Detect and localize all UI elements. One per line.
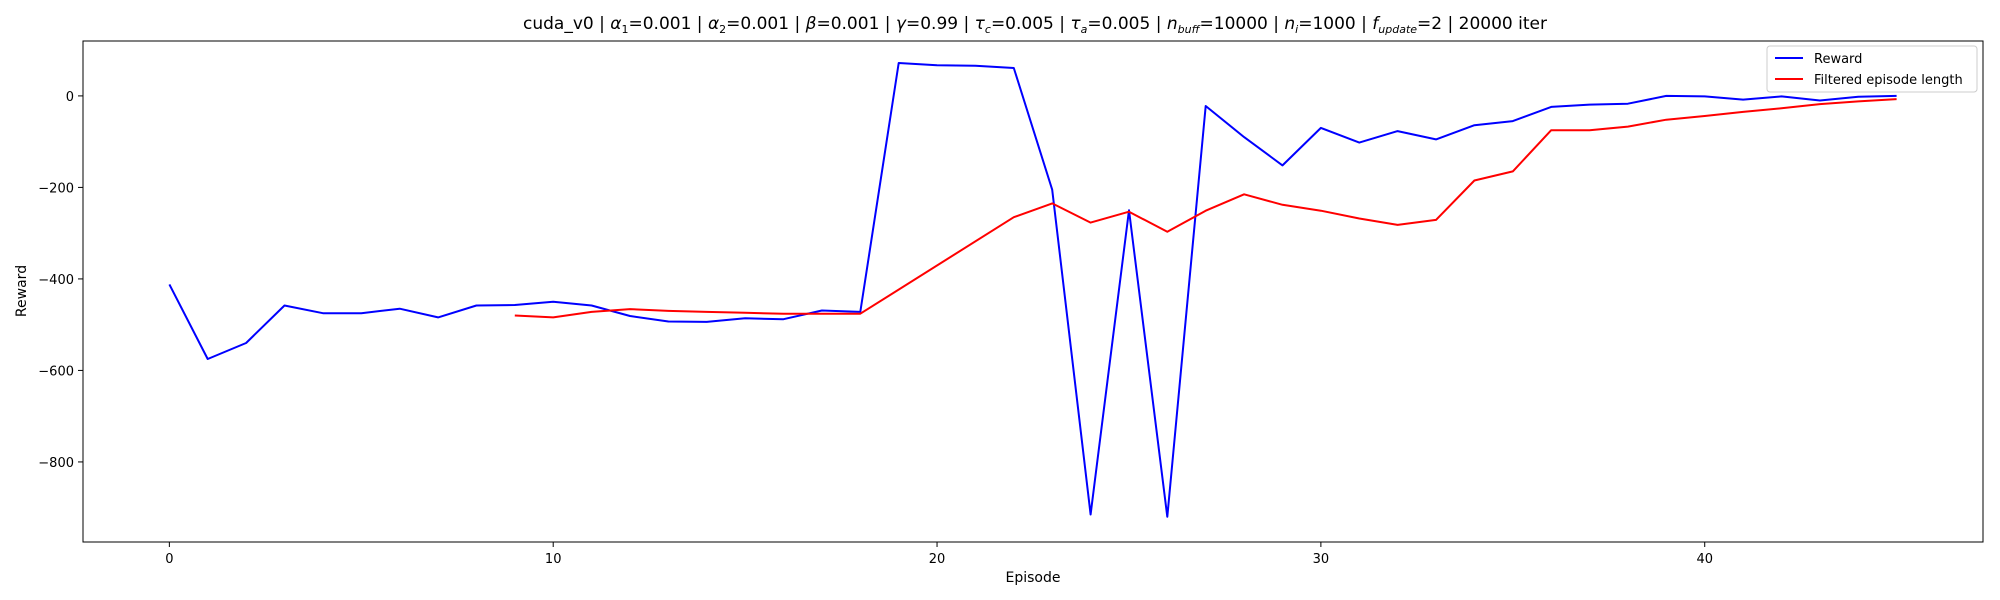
title-part: f [1372, 14, 1381, 34]
legend: Reward Filtered episode length [1766, 45, 1978, 93]
legend-label-reward: Reward [1814, 52, 1862, 67]
title-part: τ [975, 14, 986, 34]
title-part: update [1378, 23, 1417, 36]
y-tick-label: −400 [38, 273, 74, 288]
y-axis: 0 −200 −400 −600 −800 [38, 90, 83, 471]
title-part: cuda_v0 | [523, 14, 610, 34]
title-part: i [1295, 23, 1298, 36]
title-part: =0.001 | [816, 14, 895, 34]
y-axis-label: Reward [14, 265, 30, 317]
y-tick-label: −600 [38, 364, 74, 379]
title-part: τ [1070, 14, 1081, 34]
plot-lines [168, 62, 1897, 518]
plot-frame [82, 40, 1984, 543]
title-part: =0.005 | [991, 14, 1070, 34]
x-axis-label: Episode [1006, 570, 1061, 586]
title-part: α [610, 14, 621, 34]
series-line-reward [168, 62, 1897, 518]
legend-box [1766, 45, 1978, 93]
title-part: buff [1178, 23, 1201, 36]
title-part: =0.99 | [906, 14, 975, 34]
y-tick-label: −800 [38, 456, 74, 471]
title-part: =1000 | [1298, 14, 1372, 34]
title-part: α [708, 14, 719, 34]
title-part: γ [896, 14, 907, 34]
series-line-filtered-episode-length [514, 98, 1897, 319]
title-part: n [1284, 14, 1295, 34]
x-tick-label: 20 [929, 552, 946, 567]
title-part: c [985, 23, 991, 36]
title-part: =10000 | [1200, 14, 1285, 34]
x-tick-label: 10 [545, 552, 562, 567]
x-tick-label: 0 [165, 552, 173, 567]
title-part: =0.005 | [1087, 14, 1166, 34]
title-part: 2 [719, 23, 726, 36]
y-tick-label: −200 [38, 181, 74, 196]
x-tick-label: 30 [1313, 552, 1330, 567]
y-tick-label: 0 [66, 90, 74, 105]
x-tick-label: 40 [1696, 552, 1713, 567]
title-part: 1 [621, 23, 628, 36]
title-part: =0.001 | [726, 14, 805, 34]
legend-label-filtered-episode-length: Filtered episode length [1814, 73, 1963, 88]
title-part: n [1167, 14, 1178, 34]
title-part: a [1081, 23, 1088, 36]
title-part: =2 | 20000 iter [1417, 14, 1547, 34]
chart-title: cuda_v0 | α1=0.001 | α2=0.001 | β=0.001 … [523, 14, 1547, 36]
x-axis: 0 10 20 30 40 [165, 542, 1713, 567]
title-part: β [805, 14, 817, 34]
title-part: =0.001 | [628, 14, 707, 34]
